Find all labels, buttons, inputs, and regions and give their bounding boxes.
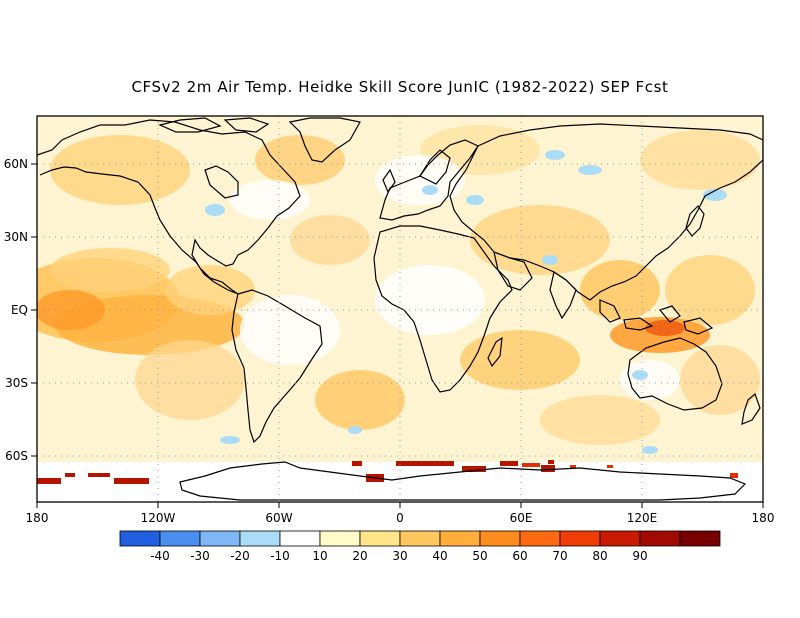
lat-label-30s: 30S xyxy=(5,376,28,390)
lat-ticks xyxy=(31,163,37,457)
lon-label-60e: 60E xyxy=(510,511,533,525)
colorbar-label: -10 xyxy=(270,549,290,563)
colorbar xyxy=(119,530,721,547)
lon-label-60w: 60W xyxy=(265,511,292,525)
colorbar-swatch xyxy=(279,530,321,547)
colorbar-label: -20 xyxy=(230,549,250,563)
colorbar-swatch xyxy=(679,530,721,547)
lon-label-120w: 120W xyxy=(141,511,176,525)
lon-label-180e: 180 xyxy=(752,511,775,525)
colorbar-swatch xyxy=(559,530,601,547)
colorbar-label: 60 xyxy=(512,549,527,563)
lat-labels: 60N 30N EQ 30S 60S xyxy=(4,157,28,463)
lat-label-60s: 60S xyxy=(5,449,28,463)
colorbar-label: 30 xyxy=(392,549,407,563)
colorbar-label: 40 xyxy=(432,549,447,563)
lon-ticks xyxy=(36,502,764,508)
colorbar-swatch xyxy=(599,530,641,547)
colorbar-swatch xyxy=(199,530,241,547)
lon-labels: 180 120W 60W 0 60E 120E 180 xyxy=(26,511,775,525)
map-title: CFSv2 2m Air Temp. Heidke Skill Score Ju… xyxy=(131,78,669,96)
colorbar-label: 80 xyxy=(592,549,607,563)
lat-label-60n: 60N xyxy=(4,157,28,171)
colorbar-label: 20 xyxy=(352,549,367,563)
colorbar-swatch xyxy=(439,530,481,547)
colorbar-label: -40 xyxy=(150,549,170,563)
colorbar-swatch xyxy=(319,530,361,547)
lon-label-120e: 120E xyxy=(627,511,658,525)
colorbar-label: 70 xyxy=(552,549,567,563)
coastlines xyxy=(37,117,763,501)
colorbar-swatch xyxy=(639,530,681,547)
lat-label-30n: 30N xyxy=(4,230,28,244)
colorbar-swatch xyxy=(359,530,401,547)
colorbar-swatch xyxy=(159,530,201,547)
colorbar-swatch xyxy=(519,530,561,547)
skill-field xyxy=(37,116,763,502)
colorbar-swatch xyxy=(399,530,441,547)
colorbar-swatch xyxy=(479,530,521,547)
colorbar-label: 90 xyxy=(632,549,647,563)
colorbar-label: -30 xyxy=(190,549,210,563)
colorbar-label: 10 xyxy=(312,549,327,563)
colorbar-label: 50 xyxy=(472,549,487,563)
lat-label-eq: EQ xyxy=(11,303,28,317)
lon-label-180w: 180 xyxy=(26,511,49,525)
graticule xyxy=(37,116,763,502)
colorbar-labels: -40 -30 -20 -10 10 20 30 40 50 60 70 80 … xyxy=(150,549,647,563)
colorbar-swatch xyxy=(119,530,161,547)
lon-label-0: 0 xyxy=(396,511,404,525)
colorbar-swatch xyxy=(239,530,281,547)
